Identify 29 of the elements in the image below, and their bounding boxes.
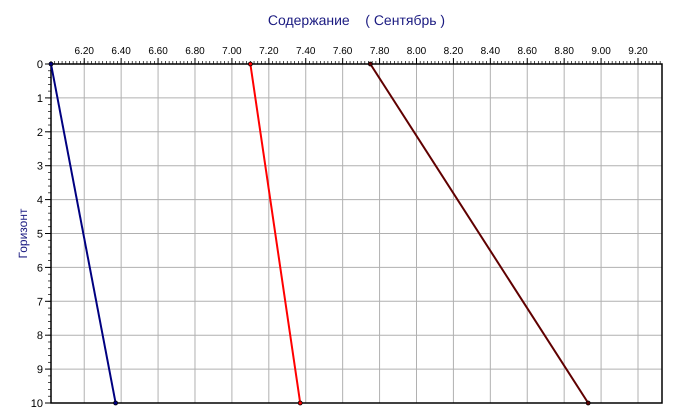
y-tick-label: 9 [36, 364, 43, 376]
x-tick-label: 8.20 [444, 46, 464, 57]
y-tick-label: 10 [30, 398, 43, 410]
y-tick-label: 0 [36, 59, 43, 71]
x-tick-label: 6.20 [74, 46, 94, 57]
x-tick-label: 7.00 [222, 46, 242, 57]
y-tick-label: 4 [36, 194, 43, 207]
x-tick-label: 7.80 [370, 46, 390, 57]
y-tick-label: 3 [36, 160, 43, 173]
y-tick-label: 8 [36, 330, 43, 342]
x-tick-label: 9.20 [628, 46, 648, 57]
x-tick-label: 8.00 [406, 46, 427, 57]
y-tick-label: 6 [36, 262, 43, 274]
x-tick-label: 9.00 [591, 46, 612, 57]
x-tick-label: 8.40 [480, 46, 500, 57]
y-tick-label: 5 [36, 228, 43, 240]
y-axis-title: Горизонт [16, 208, 30, 258]
x-tick-label: 8.80 [554, 46, 574, 57]
x-tick-label: 7.20 [259, 46, 279, 57]
x-tick-label: 6.60 [148, 46, 168, 57]
y-tick-label: 7 [36, 296, 43, 308]
y-tick-label: 2 [36, 126, 43, 139]
x-tick-label: 7.40 [296, 46, 316, 57]
x-tick-label: 7.60 [332, 46, 353, 57]
chart-title: Содержание ( Сентябрь ) [268, 12, 446, 28]
x-tick-label: 6.80 [185, 46, 206, 57]
x-tick-label: 8.60 [518, 46, 538, 57]
y-tick-label: 1 [36, 92, 43, 105]
x-tick-label: 6.40 [111, 46, 132, 57]
